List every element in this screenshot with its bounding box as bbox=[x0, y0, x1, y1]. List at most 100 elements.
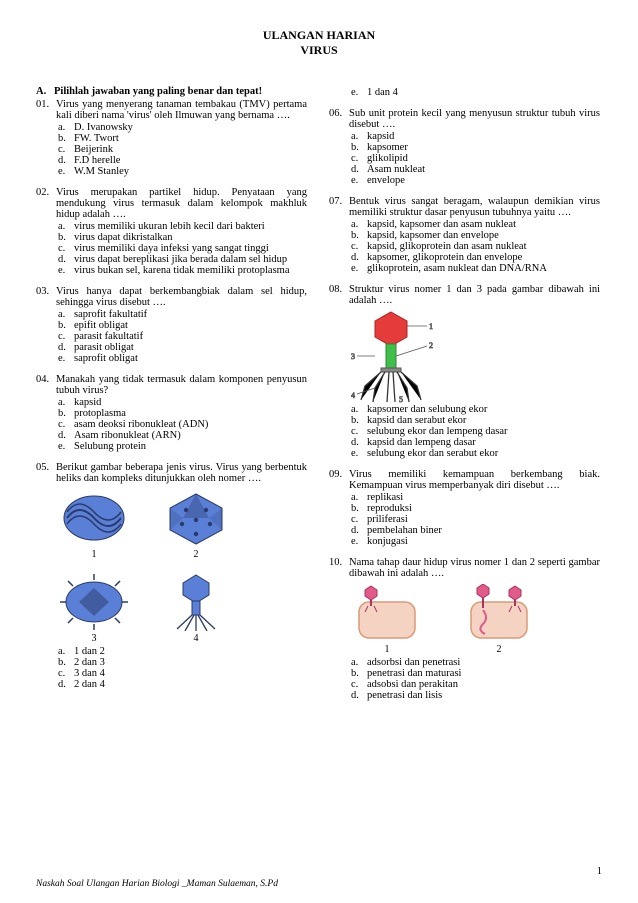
svg-text:4: 4 bbox=[351, 391, 355, 400]
question-05: 05.Berikut gambar beberapa jenis virus. … bbox=[36, 462, 309, 690]
img-caption: 1 bbox=[351, 644, 423, 655]
opt-c: c.virus memiliki daya infeksi yang sanga… bbox=[58, 243, 309, 254]
question-09: 09.Virus memiliki kemampuan berkembang b… bbox=[329, 469, 602, 547]
opt-e: e.virus bukan sel, karena tidak memiliki… bbox=[58, 265, 309, 276]
opt-b: b.reproduksi bbox=[351, 503, 602, 514]
opt-d: d.Asam nukleat bbox=[351, 164, 602, 175]
q-stem: Virus hanya dapat berkembangbiak dalam s… bbox=[56, 286, 307, 308]
q-number: 10. bbox=[329, 557, 349, 568]
svg-text:3: 3 bbox=[351, 352, 355, 361]
q-number: 09. bbox=[329, 469, 349, 480]
section-letter: A. bbox=[36, 86, 54, 97]
opt-a: a.kapsid bbox=[58, 397, 309, 408]
question-02: 02.Virus merupakan partikel hidup. Penya… bbox=[36, 187, 309, 276]
q-number: 02. bbox=[36, 187, 56, 198]
opt-c: c.parasit fakultatif bbox=[58, 331, 309, 342]
q-options: a.replikasi b.reproduksi c.priliferasi d… bbox=[351, 492, 602, 547]
q-options: a.adsorbsi dan penetrasi b.penetrasi dan… bbox=[351, 657, 602, 701]
opt-c: c.Beijerink bbox=[58, 144, 309, 155]
opt-c: c.adsobsi dan perakitan bbox=[351, 679, 602, 690]
page-title: ULANGAN HARIAN bbox=[36, 28, 602, 43]
phage-diagram: 1 2 3 4 5 bbox=[351, 310, 451, 400]
page-number: 1 bbox=[597, 866, 602, 877]
opt-d: d.parasit obligat bbox=[58, 342, 309, 353]
q-number: 03. bbox=[36, 286, 56, 297]
question-08: 08.Struktur virus nomer 1 dan 3 pada gam… bbox=[329, 284, 602, 459]
opt-e: e.glikoprotein, asam nukleat dan DNA/RNA bbox=[351, 263, 602, 274]
opt-b: b.virus dapat dikristalkan bbox=[58, 232, 309, 243]
opt-c: c.kapsid, glikoprotein dan asam nukleat bbox=[351, 241, 602, 252]
section-text: Pilihlah jawaban yang paling benar dan t… bbox=[54, 86, 262, 97]
q-number: 01. bbox=[36, 99, 56, 110]
img-caption: 2 bbox=[160, 549, 232, 560]
opt-d: d.kapsomer, glikoprotein dan envelope bbox=[351, 252, 602, 263]
question-10: 10.Nama tahap daur hidup virus nomer 1 d… bbox=[329, 557, 602, 701]
q-stem: Bentuk virus sangat beragam, walaupun de… bbox=[349, 196, 600, 218]
q-options: a.kapsomer dan selubung ekor b.kapsid da… bbox=[351, 404, 602, 459]
opt-c: c.selubung ekor dan lempeng dasar bbox=[351, 426, 602, 437]
question-01: 01.Virus yang menyerang tanaman tembakau… bbox=[36, 99, 309, 177]
right-column: e.1 dan 4 06.Sub unit protein kecil yang… bbox=[329, 86, 602, 711]
opt-b: b.kapsid dan serabut ekor bbox=[351, 415, 602, 426]
q-stem: Sub unit protein kecil yang menyusun str… bbox=[349, 108, 600, 130]
img-caption: 2 bbox=[463, 644, 535, 655]
q05-opt-e: e.1 dan 4 bbox=[351, 87, 602, 98]
opt-d: d.pembelahan biner bbox=[351, 525, 602, 536]
opt-e: e.envelope bbox=[351, 175, 602, 186]
img-caption: 3 bbox=[58, 633, 130, 644]
opt-c: c.asam deoksi ribonukleat (ADN) bbox=[58, 419, 309, 430]
opt-b: b.kapsid, kapsomer dan envelope bbox=[351, 230, 602, 241]
virus-image-grid: 1 2 bbox=[58, 488, 309, 644]
q-number: 08. bbox=[329, 284, 349, 295]
q-stem: Virus memiliki kemampuan berkembang biak… bbox=[349, 469, 600, 491]
opt-e: e.Selubung protein bbox=[58, 441, 309, 452]
opt-b: b.penetrasi dan maturasi bbox=[351, 668, 602, 679]
q-stem: Virus merupakan partikel hidup. Penyataa… bbox=[56, 187, 307, 220]
q-options: a.saprofit fakultatif b.epifit obligat c… bbox=[58, 309, 309, 364]
lifecycle-images: 1 bbox=[351, 583, 602, 655]
img-caption: 1 bbox=[58, 549, 130, 560]
q-options: a.D. Ivanowsky b.FW. Twort c.Beijerink d… bbox=[58, 122, 309, 177]
q-stem: Virus yang menyerang tanaman tembakau (T… bbox=[56, 99, 307, 121]
opt-d: d.F.D herelle bbox=[58, 155, 309, 166]
opt-e: e.W.M Stanley bbox=[58, 166, 309, 177]
opt-b: b.epifit obligat bbox=[58, 320, 309, 331]
q-number: 07. bbox=[329, 196, 349, 207]
lifecycle-image-2: 2 bbox=[463, 583, 535, 655]
opt-b: b.2 dan 3 bbox=[58, 657, 309, 668]
lifecycle-image-1: 1 bbox=[351, 583, 423, 655]
opt-a: a.1 dan 2 bbox=[58, 646, 309, 657]
opt-d: d.virus dapat bereplikasi jika berada da… bbox=[58, 254, 309, 265]
q-options: a.kapsid, kapsomer dan asam nukleat b.ka… bbox=[351, 219, 602, 274]
labeled-bacteriophage-icon: 1 2 3 4 5 bbox=[351, 308, 451, 403]
q-number: 04. bbox=[36, 374, 56, 385]
opt-d: d.2 dan 4 bbox=[58, 679, 309, 690]
opt-a: a.kapsomer dan selubung ekor bbox=[351, 404, 602, 415]
opt-a: a.D. Ivanowsky bbox=[58, 122, 309, 133]
adsorption-icon bbox=[351, 584, 423, 642]
question-03: 03.Virus hanya dapat berkembangbiak dala… bbox=[36, 286, 309, 364]
opt-a: a.adsorbsi dan penetrasi bbox=[351, 657, 602, 668]
helical-virus-icon bbox=[59, 490, 129, 546]
icosahedral-virus-icon bbox=[164, 490, 228, 546]
q-options: a.kapsid b.protoplasma c.asam deoksi rib… bbox=[58, 397, 309, 452]
opt-a: a.kapsid, kapsomer dan asam nukleat bbox=[351, 219, 602, 230]
svg-text:5: 5 bbox=[399, 395, 403, 403]
enveloped-virus-icon bbox=[59, 574, 129, 630]
opt-c: c.glikolipid bbox=[351, 153, 602, 164]
opt-b: b.FW. Twort bbox=[58, 133, 309, 144]
page-subtitle: VIRUS bbox=[36, 43, 602, 58]
virus-image-3: 3 bbox=[58, 572, 130, 644]
q-stem: Manakah yang tidak termasuk dalam kompon… bbox=[56, 374, 307, 396]
q-options: a.virus memiliki ukuran lebih kecil dari… bbox=[58, 221, 309, 276]
opt-e: e.selubung ekor dan serabut ekor bbox=[351, 448, 602, 459]
opt-c: c.3 dan 4 bbox=[58, 668, 309, 679]
content-columns: A.Pilihlah jawaban yang paling benar dan… bbox=[36, 86, 602, 711]
virus-image-1: 1 bbox=[58, 488, 130, 560]
left-column: A.Pilihlah jawaban yang paling benar dan… bbox=[36, 86, 309, 711]
question-07: 07.Bentuk virus sangat beragam, walaupun… bbox=[329, 196, 602, 274]
opt-d: d.penetrasi dan lisis bbox=[351, 690, 602, 701]
opt-a: a.kapsid bbox=[351, 131, 602, 142]
bacteriophage-icon bbox=[165, 573, 227, 631]
penetration-icon bbox=[463, 584, 535, 642]
